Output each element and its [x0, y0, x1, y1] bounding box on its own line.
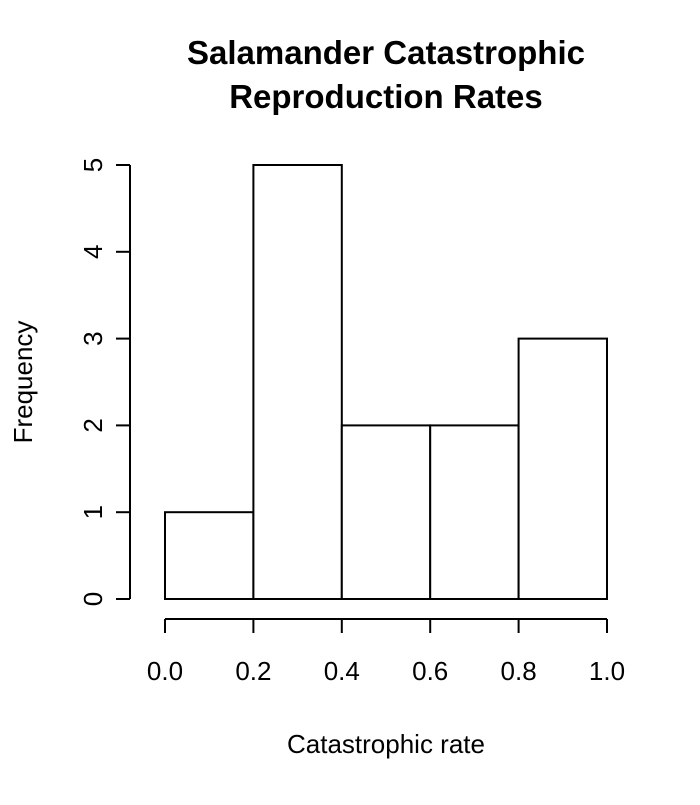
y-tick-label-4: 4 — [78, 245, 108, 259]
histogram-bar-1 — [252, 164, 343, 600]
x-tick-label-3: 0.6 — [412, 656, 448, 686]
y-axis-label: Frequency — [8, 321, 38, 444]
bars-group — [164, 164, 608, 601]
y-tick-label-5: 5 — [78, 158, 108, 172]
histogram-bar-3 — [429, 424, 520, 600]
x-tick-label-2: 0.4 — [324, 656, 360, 686]
y-tick-label-1: 1 — [78, 505, 108, 519]
y-tick-label-3: 3 — [78, 331, 108, 345]
histogram-bar-0 — [164, 511, 255, 601]
x-axis: 0.0 0.2 0.4 0.6 0.8 1.0 — [147, 618, 625, 686]
y-tick-label-0: 0 — [78, 592, 108, 606]
x-tick-label-5: 1.0 — [589, 656, 625, 686]
histogram-bar-2 — [340, 424, 432, 600]
x-axis-label: Catastrophic rate — [287, 729, 485, 759]
x-tick-label-1: 0.2 — [235, 656, 271, 686]
histogram-bar-4 — [517, 337, 608, 600]
y-tick-label-2: 2 — [78, 418, 108, 432]
x-tick-label-0: 0.0 — [147, 656, 183, 686]
chart-title-line-1: Salamander Catastrophic — [187, 34, 585, 71]
x-tick-label-4: 0.8 — [501, 656, 537, 686]
chart-title-line-2: Reproduction Rates — [229, 78, 543, 115]
y-axis: 0 1 2 3 4 5 — [78, 158, 131, 606]
